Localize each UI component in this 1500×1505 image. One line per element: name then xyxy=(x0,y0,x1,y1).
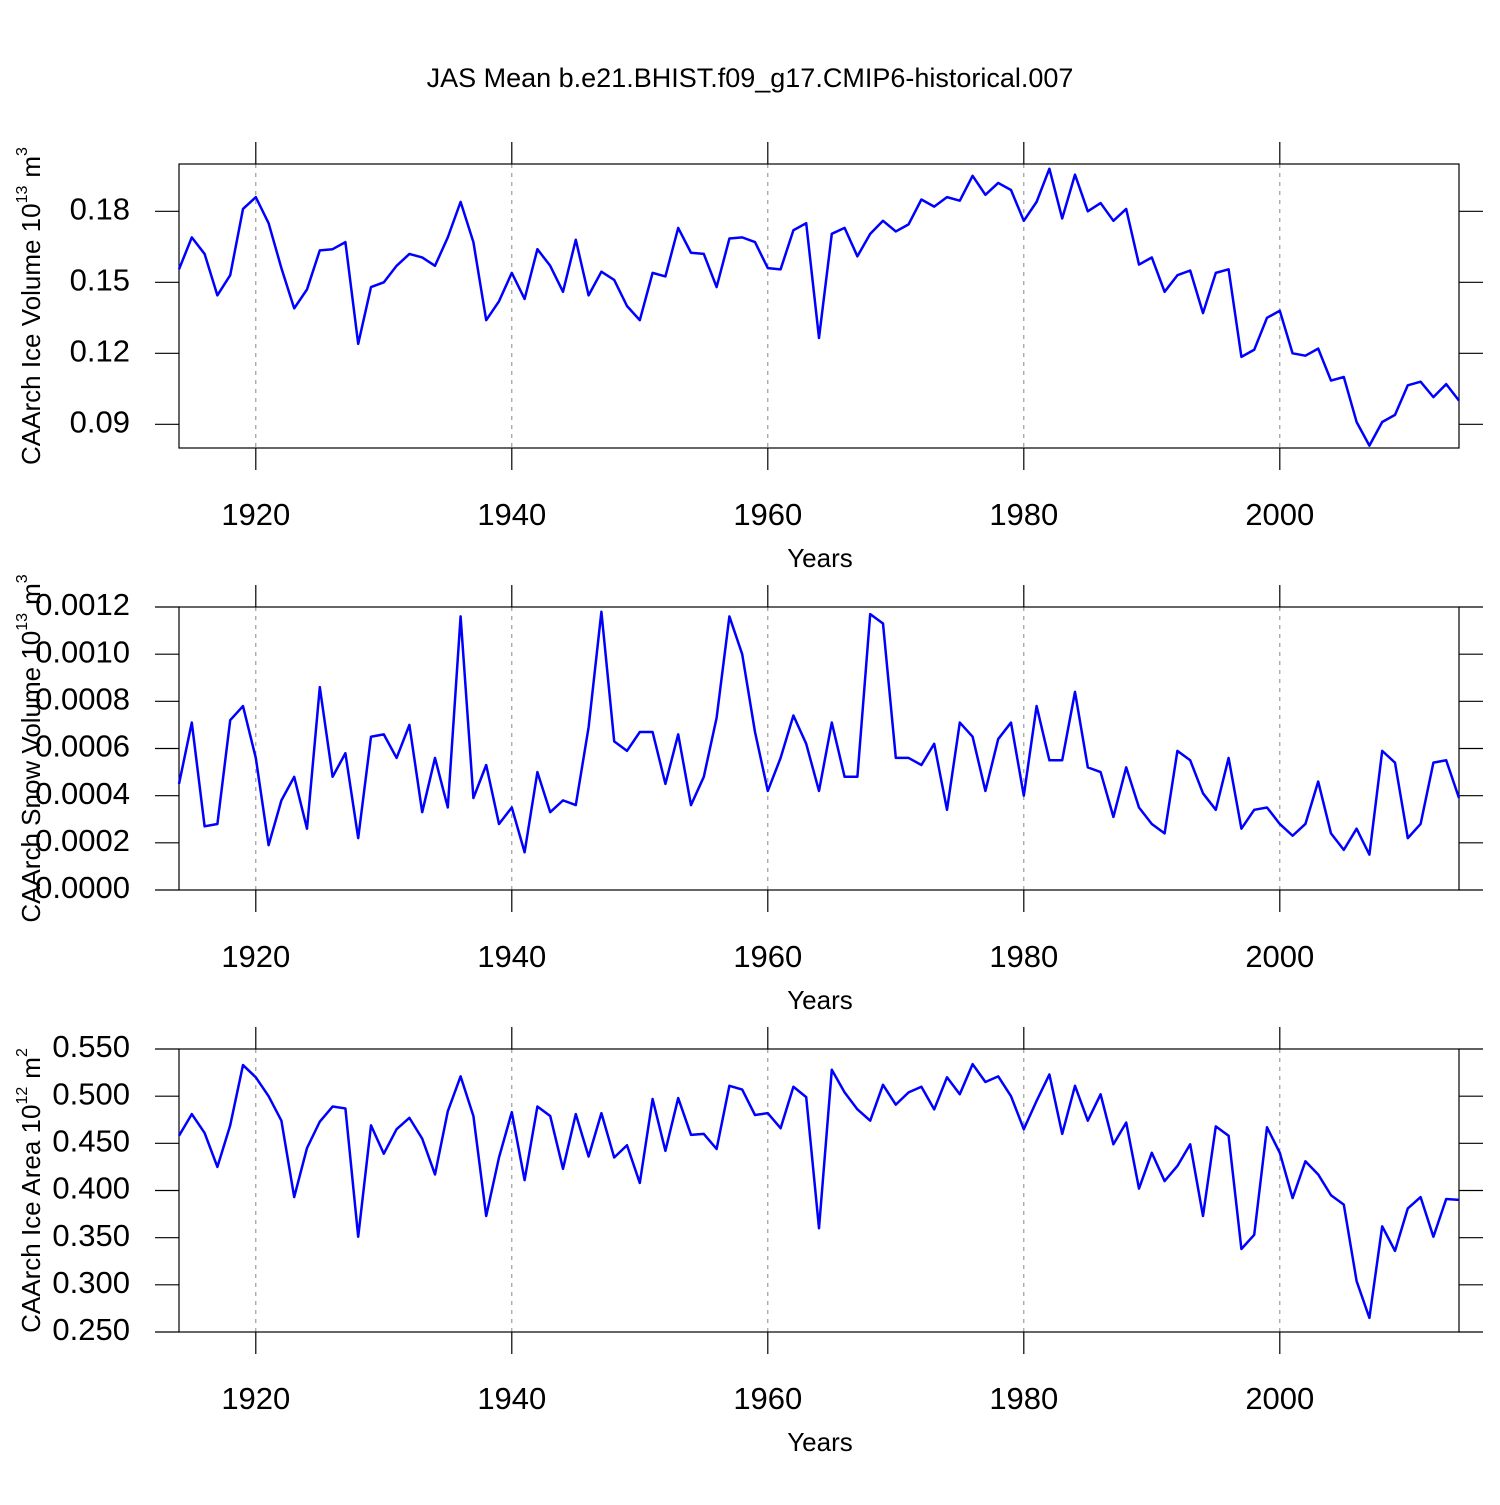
y-axis-title-part: 3 xyxy=(14,574,31,583)
y-tick-label: 0.0004 xyxy=(35,776,130,811)
y-axis-title: CAArch Snow Volume 1013 m3 xyxy=(14,574,46,922)
data-line xyxy=(177,1062,1460,1320)
x-tick-label: 1920 xyxy=(221,1381,290,1416)
y-axis-title-part: CAArch Ice Area 10 xyxy=(16,1105,46,1333)
y-tick-label: 0.15 xyxy=(70,263,130,298)
data-line xyxy=(177,167,1460,447)
y-axis-title-part: 2 xyxy=(14,1048,31,1057)
y-tick-label: 0.0012 xyxy=(35,587,130,622)
y-tick-label: 0.400 xyxy=(52,1171,130,1206)
x-tick-label: 2000 xyxy=(1245,1381,1314,1416)
x-tick-label: 1940 xyxy=(477,1381,546,1416)
x-tick-label: 1920 xyxy=(221,939,290,974)
y-tick-label: 0.0008 xyxy=(35,682,130,717)
x-tick-label: 1940 xyxy=(477,497,546,532)
y-axis-title-part: CAArch Snow Volume 10 xyxy=(16,631,46,923)
x-tick-label: 1980 xyxy=(989,939,1058,974)
x-tick-label: 1960 xyxy=(733,497,802,532)
x-tick-label: 1980 xyxy=(989,497,1058,532)
y-tick-label: 0.250 xyxy=(52,1312,130,1347)
y-tick-label: 0.0000 xyxy=(35,870,130,905)
y-tick-label: 0.09 xyxy=(70,405,130,440)
y-axis-title: CAArch Ice Area 1012 m2 xyxy=(14,1048,46,1333)
x-tick-label: 1940 xyxy=(477,939,546,974)
y-axis-title-part: 13 xyxy=(14,613,31,631)
y-axis-title-part: m xyxy=(16,156,46,178)
x-tick-label: 1960 xyxy=(733,1381,802,1416)
x-tick-label: 1960 xyxy=(733,939,802,974)
y-tick-label: 0.300 xyxy=(52,1265,130,1300)
data-line xyxy=(177,610,1461,856)
y-axis-title: CAArch Ice Volume 1013 m3 xyxy=(14,147,46,465)
y-tick-label: 0.350 xyxy=(52,1218,130,1253)
y-tick-label: 0.0006 xyxy=(35,729,130,764)
x-tick-label: 1980 xyxy=(989,1381,1058,1416)
y-tick-label: 0.12 xyxy=(70,334,130,369)
plot-frame xyxy=(178,1048,1460,1333)
y-tick-label: 0.500 xyxy=(52,1076,130,1111)
chart-title: JAS Mean b.e21.BHIST.f09_g17.CMIP6-histo… xyxy=(427,63,1074,93)
y-axis-title-part: 13 xyxy=(14,186,31,204)
x-tick-label: 1920 xyxy=(221,497,290,532)
x-tick-label: 2000 xyxy=(1245,939,1314,974)
x-axis-title: Years xyxy=(787,543,853,573)
y-tick-label: 0.550 xyxy=(52,1029,130,1064)
y-axis-title-part: m xyxy=(16,1057,46,1079)
y-tick-label: 0.0010 xyxy=(35,634,130,669)
y-tick-label: 0.0002 xyxy=(35,823,130,858)
y-axis-title-part: m xyxy=(16,583,46,605)
y-tick-label: 0.18 xyxy=(70,192,130,227)
y-tick-label: 0.450 xyxy=(52,1124,130,1159)
x-axis-title: Years xyxy=(787,985,853,1015)
plot-frame xyxy=(178,163,1460,449)
x-tick-label: 2000 xyxy=(1245,497,1314,532)
y-axis-title-part: 3 xyxy=(14,147,31,156)
y-axis-title-part: 12 xyxy=(14,1087,31,1105)
y-axis-title-part: CAArch Ice Volume 10 xyxy=(16,203,46,465)
plot-frame xyxy=(178,606,1460,891)
x-axis-title: Years xyxy=(787,1427,853,1457)
